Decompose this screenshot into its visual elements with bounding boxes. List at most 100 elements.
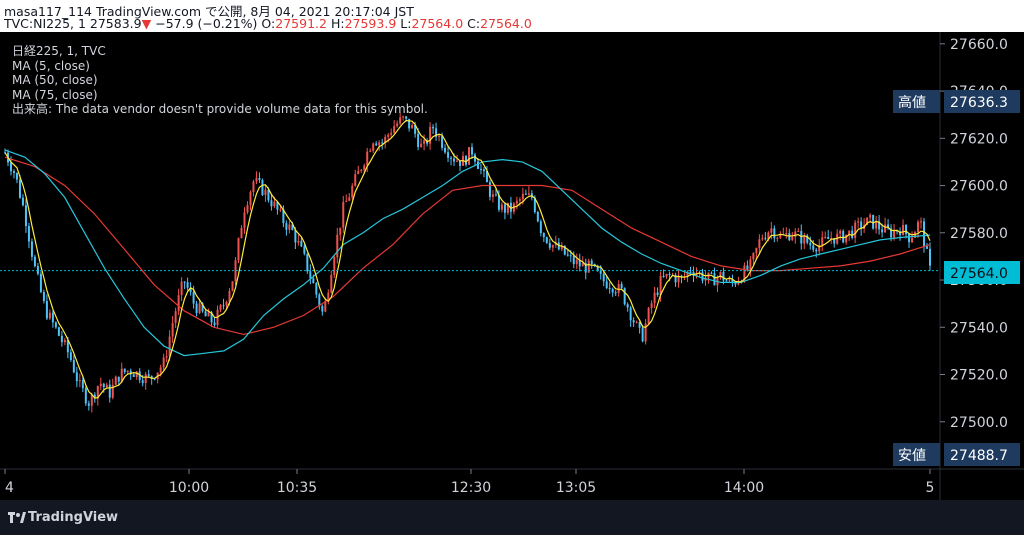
candle-body — [914, 232, 917, 238]
candle-body — [429, 126, 432, 144]
candle-body — [797, 230, 800, 232]
candle-body — [369, 150, 372, 152]
candle-body — [650, 303, 653, 309]
ma75-line — [4, 156, 931, 336]
candle-body — [60, 335, 63, 343]
high-badge: 高値 27636.3 — [893, 90, 1020, 113]
candle-body — [342, 201, 345, 228]
candle-body — [330, 274, 333, 293]
candle-body — [84, 388, 87, 404]
legend-ma75[interactable]: MA (75, close) — [12, 87, 98, 102]
candle-body — [114, 376, 117, 385]
candle-body — [467, 147, 470, 165]
candle-body — [860, 221, 863, 229]
candle-body — [255, 177, 258, 182]
candle-body — [566, 254, 569, 256]
candle-body — [168, 336, 171, 357]
close-label: C: — [467, 16, 481, 31]
legend-ma5[interactable]: MA (5, close) — [12, 58, 90, 73]
candle-body — [710, 272, 713, 274]
candle-body — [381, 142, 384, 144]
candle-body — [752, 253, 755, 260]
candle-body — [845, 234, 848, 243]
candle-body — [749, 259, 752, 270]
legend-ma50[interactable]: MA (50, close) — [12, 73, 98, 87]
candle-body — [75, 372, 78, 382]
candle-body — [689, 271, 692, 273]
candle-body — [830, 238, 833, 240]
candle-body — [165, 356, 168, 358]
candle-body — [288, 224, 291, 230]
high-badge-label: 高値 — [898, 94, 926, 111]
candle-body — [773, 228, 776, 239]
candle-body — [473, 154, 476, 162]
candle-body — [183, 281, 186, 283]
price-chart[interactable]: 27660.027640.027620.027600.027580.027560… — [0, 32, 1024, 500]
candle-body — [608, 288, 611, 290]
candle-body — [509, 202, 512, 212]
low-label-bg — [893, 443, 940, 466]
candle-body — [617, 284, 620, 293]
candle-body — [246, 205, 249, 213]
current-price-bg — [944, 261, 1020, 284]
candle-body — [809, 242, 812, 246]
candle-body — [294, 229, 297, 243]
candle-body — [57, 327, 60, 336]
candle-body — [794, 231, 797, 237]
candle-body — [542, 233, 545, 238]
candle-body — [72, 360, 75, 373]
candle-body — [45, 300, 48, 319]
candle-body — [521, 193, 524, 200]
candle-body — [306, 253, 309, 272]
candle-body — [447, 152, 450, 158]
time-tick-label: 10:00 — [169, 480, 209, 496]
candle-body — [881, 229, 884, 233]
candle-body — [360, 169, 363, 171]
candle-body — [300, 240, 303, 247]
candle-body — [171, 322, 174, 337]
candle-body — [728, 279, 731, 281]
time-axis[interactable]: 4 10:00 10:35 12:30 13:05 14:00 5 — [4, 469, 935, 496]
candle-body — [491, 194, 494, 197]
candle-body — [27, 226, 30, 242]
candle-body — [713, 273, 716, 286]
candle-body — [138, 371, 141, 381]
candle-body — [857, 221, 860, 223]
candle-body — [905, 225, 908, 235]
candle-body — [141, 380, 144, 384]
candle-body — [108, 384, 111, 398]
candle-body — [270, 200, 273, 207]
candle-body — [923, 221, 926, 247]
candle-body — [231, 281, 234, 291]
time-tick-label: 5 — [926, 480, 935, 496]
candle-body — [515, 200, 518, 204]
chart-canvas[interactable]: 27660.027640.027620.027600.027580.027560… — [0, 32, 1024, 500]
time-tick-label: 13:05 — [556, 480, 596, 496]
candle-body — [282, 209, 285, 224]
candle-body — [198, 303, 201, 314]
price-tick-label: 27620.0 — [950, 131, 1008, 147]
candle-body — [806, 235, 809, 243]
candle-body — [884, 224, 887, 233]
candle-body — [575, 259, 578, 265]
candle-body — [351, 185, 354, 198]
candle-body — [333, 257, 336, 275]
candle-body — [548, 242, 551, 248]
candle-body — [761, 238, 764, 240]
low-value-bg — [944, 443, 1020, 466]
legend-symbol[interactable]: 日経225, 1, TVC — [12, 44, 106, 58]
candle-body — [644, 323, 647, 342]
current-price-value: 27564.0 — [950, 266, 1008, 282]
candle-body — [348, 197, 351, 201]
open-label: O: — [261, 16, 276, 31]
candle-body — [833, 238, 836, 244]
candle-body — [563, 245, 566, 255]
candle-body — [456, 160, 459, 162]
candle-body — [63, 340, 66, 343]
open-value: 27591.2 — [275, 16, 327, 31]
candle-body — [791, 236, 794, 241]
candle-body — [219, 305, 222, 310]
candle-body — [827, 236, 830, 240]
price-tick-label: 27520.0 — [950, 368, 1008, 384]
candle-body — [153, 378, 156, 380]
